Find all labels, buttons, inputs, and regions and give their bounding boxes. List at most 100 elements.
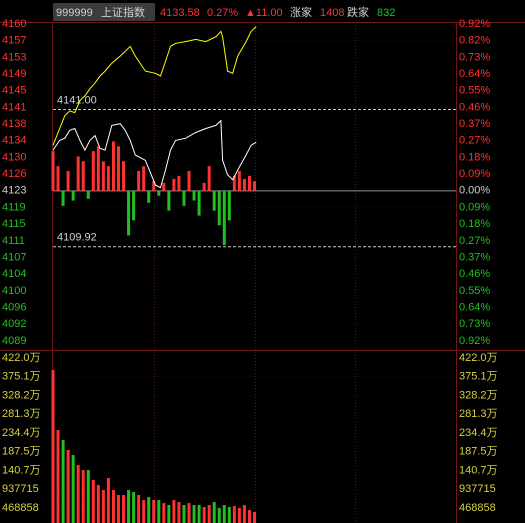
volume-bar [76,465,80,523]
volume-bar [122,495,126,523]
y-tick-label: 937715 [2,483,39,495]
breadth-bar [101,161,105,191]
breadth-bar [137,170,141,191]
y-tick-label: 187.5万 [2,446,41,458]
volume-bar [187,503,191,523]
y2-tick-label: 0.46% [459,101,490,113]
volume-bar [162,503,166,523]
y-tick-label: 4089 [2,335,26,347]
breadth-bar [106,166,110,191]
volume-bar [157,500,161,523]
volume-bar [242,505,246,523]
breadth-bar [162,182,166,191]
volume-bar [86,470,90,523]
volume-bar [247,510,251,523]
y-tick-label: 4119 [2,201,26,213]
breadth-bar [66,170,70,191]
annotation-label: 4109.92 [57,232,97,244]
breadth-bar [247,175,251,191]
y2-tick-label: 0.09% [459,201,490,213]
volume-bar [232,506,236,523]
breadth-bar [172,178,176,191]
y2-tick-label: 937715 [459,483,496,495]
y-tick-label: 422.0万 [2,352,41,364]
volume-bar [192,505,196,523]
y-tick-label: 4149 [2,68,26,80]
volume-bar [147,497,151,523]
y-tick-label: 4096 [2,302,26,314]
breadth-bar [177,175,181,191]
breadth-bar [202,182,206,191]
breadth-bar [116,146,120,191]
y2-tick-label: 234.4万 [459,427,498,439]
breadth-bar [122,161,126,191]
volume-bar [96,485,100,523]
y2-tick-label: 0.55% [459,85,490,97]
breadth-bar [212,190,216,211]
y-tick-label: 4141 [2,101,26,113]
y2-tick-label: 0.73% [459,51,490,63]
up-label: 涨家 [290,5,312,19]
volume-bar [61,440,65,523]
price-line [52,26,257,146]
stock-name: 上证指数 [101,5,145,19]
volume-bar [177,502,181,523]
y2-tick-label: 0.37% [459,251,490,263]
y2-tick-label: 281.3万 [459,408,498,420]
breadth-bar [61,190,65,206]
y2-tick-label: 0.18% [459,218,490,230]
volume-bar [172,500,176,523]
volume-bar [152,500,156,523]
y-tick-label: 4153 [2,51,26,63]
breadth-bar [237,170,241,191]
y2-tick-label: 0.55% [459,285,490,297]
y2-tick-label: 0.64% [459,68,490,80]
volume-bar [142,500,146,523]
breadth-bar [56,166,60,191]
y2-tick-label: 0.46% [459,268,490,280]
y2-tick-label: 140.7万 [459,464,498,476]
breadth-bar [76,156,80,191]
volume-bar [111,490,115,523]
y-tick-label: 4138 [2,118,26,130]
y-tick-label: 4123 [2,185,26,197]
price-line [52,119,257,189]
breadth-bar [147,190,151,203]
y-tick-label: 140.7万 [2,464,41,476]
y-tick-label: 4157 [2,35,26,47]
up-count: 1408 [320,7,344,19]
breadth-bar [96,146,100,191]
down-label: 跌家 [347,5,369,19]
y2-tick-label: 375.1万 [459,371,498,383]
volume-bar [182,505,186,523]
y2-tick-label: 0.09% [459,168,490,180]
y2-tick-label: 468858 [459,502,496,514]
y-tick-label: 4126 [2,168,26,180]
y-tick-label: 328.2万 [2,389,41,401]
y-tick-label: 4107 [2,251,26,263]
volume-bar [207,505,211,523]
volume-bar [132,492,136,523]
y-tick-label: 281.3万 [2,408,41,420]
breadth-bar [182,190,186,206]
y2-tick-label: 0.64% [459,302,490,314]
y-tick-label: 4100 [2,285,26,297]
volume-bar [127,490,131,523]
volume-bar [227,507,231,523]
volume-bar [66,450,70,523]
volume-bar [116,495,120,523]
volume-bar [217,508,221,523]
header-box [53,3,155,21]
y2-tick-label: 0.92% [459,335,490,347]
volume-bar [253,512,256,523]
breadth-bar [111,141,115,191]
y-tick-label: 4115 [2,218,26,230]
volume-bar [167,505,171,523]
volume-bar [197,505,201,523]
annotation-label: 4141.00 [57,94,97,106]
y-tick-label: 234.4万 [2,427,41,439]
time-grid [154,22,356,523]
y-tick-label: 4130 [2,151,26,163]
